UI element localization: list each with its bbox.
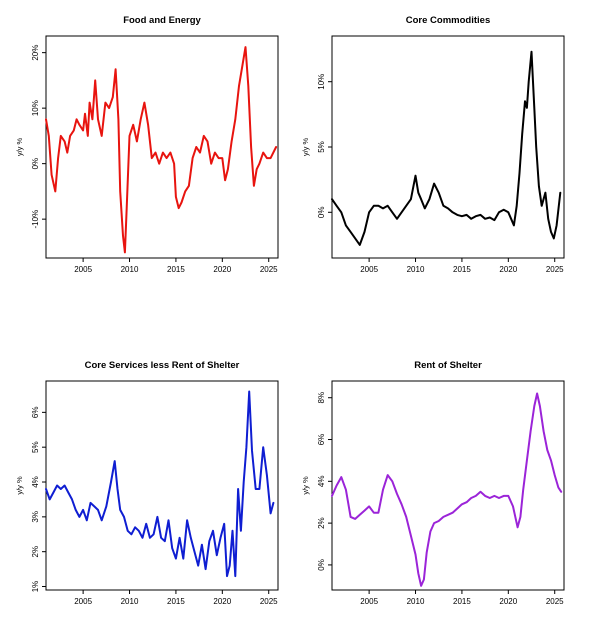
y-tick-label: 4% [31,476,40,488]
panel-title: Core Services less Rent of Shelter [85,360,240,371]
y-tick-label: -10% [31,210,40,229]
x-tick-label: 2010 [407,265,425,274]
y-tick-label: 2% [317,517,326,529]
y-axis-label: y/y % [301,476,310,495]
plot-frame [331,380,565,591]
x-tick-label: 2010 [121,597,139,606]
x-tick-label: 2005 [74,265,92,274]
panel-food-and-energy: Food and Energy 2005 2010 2015 2020 2025 -10% 0… [15,15,279,274]
x-tick-label: 2005 [360,265,378,274]
x-tick-label: 2010 [121,265,139,274]
plot-frame [45,35,279,259]
y-tick-label: 10% [31,100,40,116]
panel-core-services-less-rent-of-shelter: Core Services less Rent of Shelter 2005 20… [15,360,279,606]
y-tick-label: 3% [31,511,40,523]
y-axis-label: y/y % [15,476,24,495]
y-tick-label: 0% [317,207,326,219]
x-tick-label: 2005 [360,597,378,606]
series-line [45,390,275,578]
series-line [331,50,562,246]
y-tick-label: 5% [317,141,326,153]
x-tick-label: 2020 [213,265,231,274]
panel-title: Core Commodities [406,15,490,26]
panel-title: Rent of Shelter [414,360,482,371]
x-tick-label: 2025 [260,265,278,274]
y-tick-label: 0% [317,559,326,571]
panel-rent-of-shelter: Rent of Shelter 2005 2010 2015 2020 2025 0% 2% 4… [301,360,565,606]
y-tick-label: 4% [317,476,326,488]
x-tick-label: 2015 [453,265,471,274]
y-tick-label: 2% [31,546,40,558]
x-tick-label: 2020 [213,597,231,606]
series-line [45,46,278,254]
y-tick-label: 8% [317,392,326,404]
y-tick-label: 0% [31,158,40,170]
y-axis-label: y/y % [301,138,310,157]
panel-core-commodities: Core Commodities 2005 2010 2015 2020 2025 0% 5%… [301,15,565,274]
x-tick-label: 2020 [499,265,517,274]
panel-title: Food and Energy [123,15,201,26]
x-tick-label: 2015 [167,265,185,274]
x-tick-label: 2015 [453,597,471,606]
y-tick-label: 5% [31,441,40,453]
y-tick-label: 1% [31,581,40,593]
y-tick-label: 20% [31,45,40,61]
x-tick-label: 2025 [546,265,564,274]
x-tick-label: 2025 [260,597,278,606]
y-tick-label: 6% [31,407,40,419]
y-tick-label: 6% [317,434,326,446]
x-tick-label: 2020 [499,597,517,606]
x-tick-label: 2015 [167,597,185,606]
series-line [331,392,563,587]
y-axis-label: y/y % [15,138,24,157]
x-tick-label: 2010 [407,597,425,606]
x-tick-label: 2025 [546,597,564,606]
x-tick-label: 2005 [74,597,92,606]
plot-frame [45,380,279,591]
y-tick-label: 10% [317,74,326,90]
